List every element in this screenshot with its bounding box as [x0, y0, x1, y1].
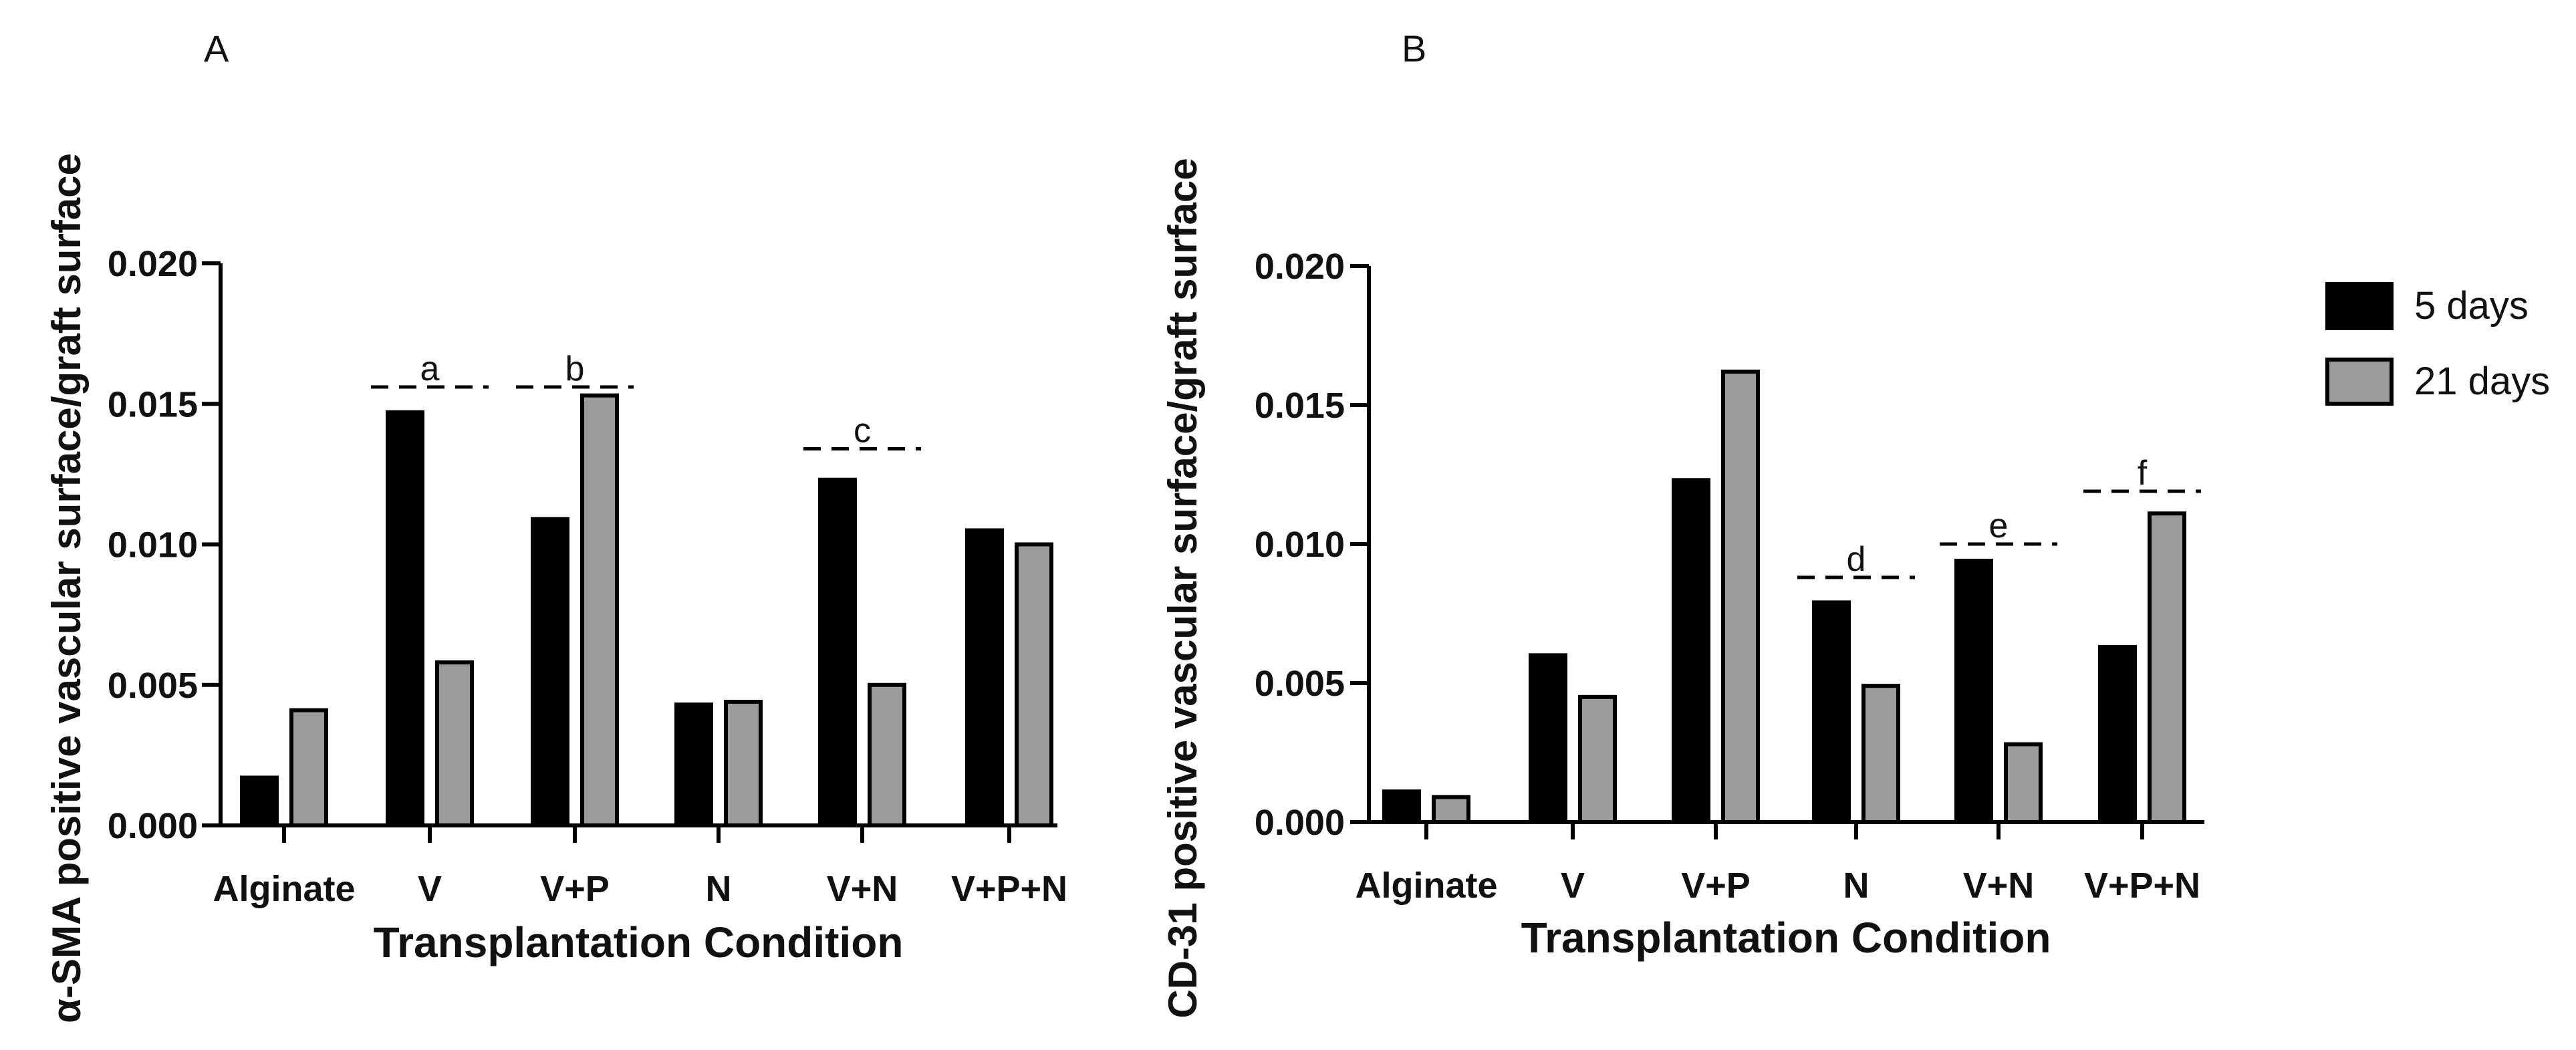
- panel-letter-a: A: [204, 27, 229, 70]
- y-axis-label-b: CD-31 positive vascular surface/graft su…: [1160, 158, 1205, 1018]
- y-tick-label: 0.010: [1255, 525, 1345, 565]
- bar-b-v-plus-n-5-days: [1954, 558, 1993, 825]
- legend-item-5-days: 5 days: [2325, 282, 2529, 330]
- bar-b-v-plus-n-21-days: [2004, 742, 2043, 825]
- bar-b-v-plus-p-21-days: [1721, 370, 1760, 824]
- x-tick-label-alginate: Alginate: [1355, 866, 1497, 906]
- bar-a-alginate-5-days: [240, 775, 279, 828]
- bar-b-alginate-5-days: [1382, 789, 1421, 824]
- bar-b-n-5-days: [1812, 600, 1851, 824]
- x-tick-label-n: N: [706, 869, 732, 909]
- panel-letter-b: B: [1402, 27, 1426, 70]
- annotations-b: d e f: [1797, 454, 2201, 579]
- x-tick-label-v-plus-p-plus-n: V+P+N: [2084, 866, 2200, 906]
- x-categories-a: Alginate V V+P N V+N V+P+N: [213, 825, 1067, 909]
- bar-a-v-plus-p-21-days: [580, 393, 619, 827]
- y-tick-label: 0.010: [108, 525, 198, 565]
- annotations-a: a b c: [371, 350, 921, 451]
- bar-a-v-plus-p-plus-n-21-days: [1015, 542, 1053, 827]
- y-axis-label-a: α-SMA positive vascular surface/graft su…: [44, 153, 89, 1023]
- bar-a-v-plus-n-5-days: [818, 477, 857, 827]
- x-axis-label-b: Transplantation Condition: [1521, 914, 2051, 962]
- annotation-label-a: a: [420, 350, 440, 388]
- panel-a: A α-SMA positive vascular surface/graft …: [44, 27, 1067, 1023]
- bar-b-n-21-days: [1861, 684, 1900, 825]
- bar-b-v-plus-p-5-days: [1672, 478, 1710, 824]
- y-ticks-a: 0.000 0.005 0.010 0.015 0.020: [108, 244, 221, 846]
- y-tick-label: 0.005: [108, 666, 198, 706]
- y-tick-label: 0.000: [108, 806, 198, 846]
- x-tick-label-v-plus-p-plus-n: V+P+N: [951, 869, 1067, 909]
- bar-a-alginate-21-days: [289, 708, 328, 827]
- x-tick-label-v-plus-p: V+P: [1681, 866, 1751, 906]
- bar-a-v-plus-n-21-days: [868, 682, 906, 827]
- x-categories-b: Alginate V V+P N V+N V+P+N: [1355, 822, 2200, 906]
- bar-b-v-plus-p-plus-n-5-days: [2098, 644, 2137, 824]
- y-tick-label: 0.015: [1255, 386, 1345, 426]
- legend: 5 days 21 days: [2325, 282, 2550, 406]
- y-tick-label: 0.005: [1255, 664, 1345, 704]
- bars-b: [1382, 370, 2186, 825]
- x-axis-label-a: Transplantation Condition: [374, 918, 904, 966]
- annotation-label-c: c: [854, 412, 871, 450]
- bars-a: [240, 393, 1053, 828]
- y-ticks-b: 0.000 0.005 0.010 0.015 0.020: [1255, 247, 1369, 843]
- panel-b: B CD-31 positive vascular surface/graft …: [1160, 27, 2204, 1019]
- legend-swatch-21-days: [2325, 358, 2394, 406]
- annotation-label-e: e: [1989, 507, 2009, 545]
- bar-b-alginate-21-days: [1432, 795, 1470, 825]
- legend-swatch-5-days: [2325, 282, 2394, 330]
- legend-label-5-days: 5 days: [2414, 284, 2529, 327]
- bar-a-v-5-days: [386, 410, 424, 827]
- x-tick-label-v: V: [1561, 866, 1585, 906]
- bar-a-v-21-days: [435, 660, 474, 827]
- legend-item-21-days: 21 days: [2325, 358, 2550, 406]
- annotation-label-f: f: [2138, 454, 2148, 493]
- x-tick-label-v: V: [418, 869, 442, 909]
- annotation-label-b: b: [565, 350, 585, 388]
- x-tick-label-v-plus-n: V+N: [827, 869, 898, 909]
- legend-label-21-days: 21 days: [2414, 360, 2550, 403]
- x-tick-label-v-plus-n: V+N: [1963, 866, 2035, 906]
- annotation-label-d: d: [1847, 540, 1866, 579]
- bar-a-v-plus-p-5-days: [531, 517, 569, 828]
- y-tick-label: 0.020: [1255, 247, 1345, 287]
- y-tick-label: 0.000: [1255, 803, 1345, 843]
- x-tick-label-n: N: [1843, 866, 1870, 906]
- bar-a-n-5-days: [674, 702, 713, 828]
- x-tick-label-v-plus-p: V+P: [540, 869, 610, 909]
- y-tick-label: 0.020: [108, 244, 198, 284]
- x-tick-label-alginate: Alginate: [213, 869, 355, 909]
- bar-b-v-5-days: [1529, 653, 1567, 825]
- bar-b-v-21-days: [1578, 694, 1617, 825]
- bar-b-v-plus-p-plus-n-21-days: [2148, 511, 2186, 824]
- bar-a-v-plus-p-plus-n-5-days: [965, 528, 1004, 827]
- y-tick-label: 0.015: [108, 384, 198, 424]
- bar-a-n-21-days: [724, 699, 763, 827]
